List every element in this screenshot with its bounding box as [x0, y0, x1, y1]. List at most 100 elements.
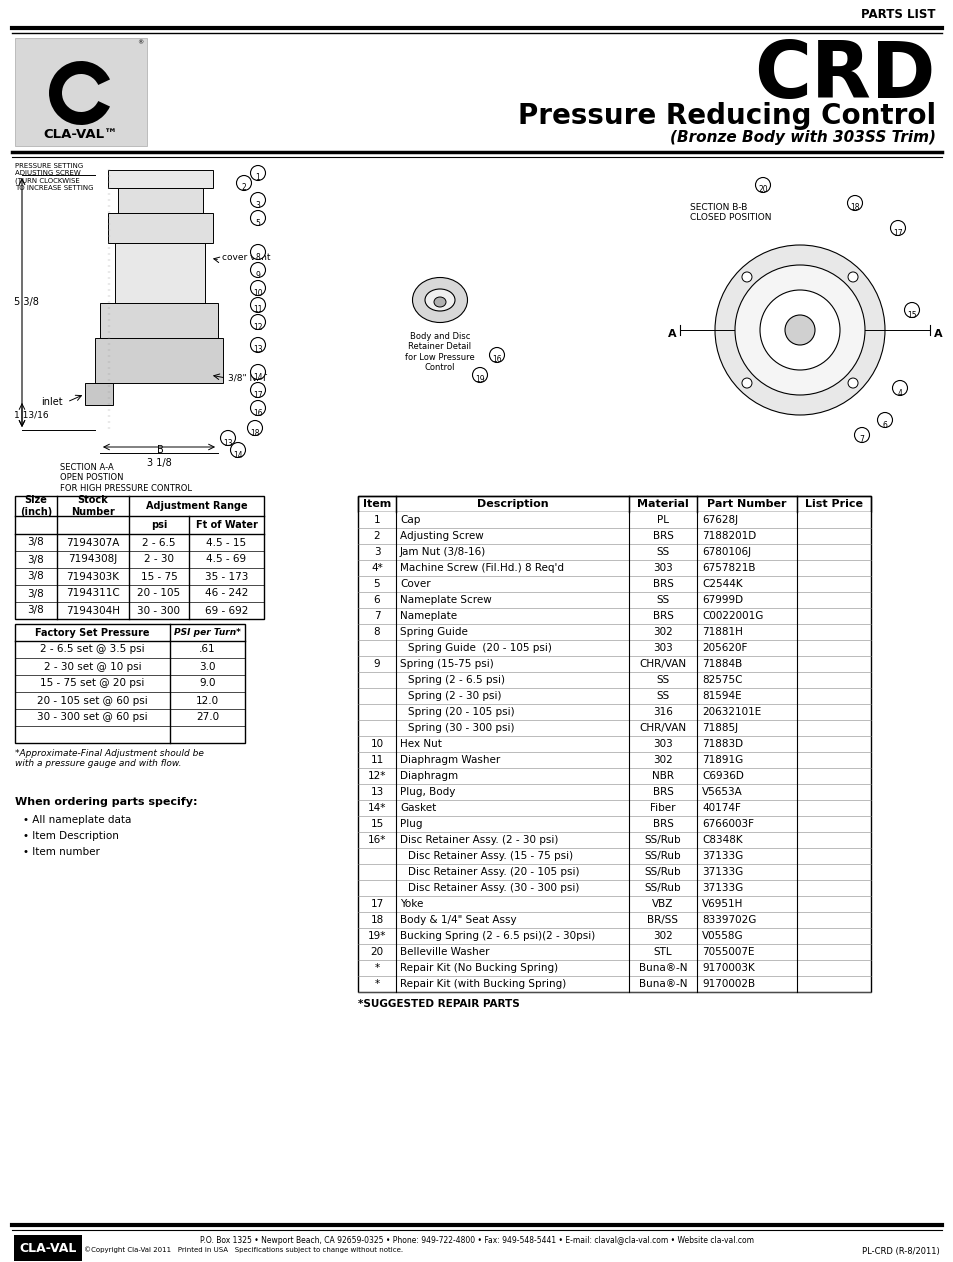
Text: 5: 5 — [374, 579, 380, 589]
Text: 37133G: 37133G — [701, 867, 742, 877]
Text: 20 - 105 set @ 60 psi: 20 - 105 set @ 60 psi — [37, 695, 148, 705]
Text: Spring Guide  (20 - 105 psi): Spring Guide (20 - 105 psi) — [408, 644, 551, 652]
Circle shape — [734, 265, 864, 395]
Bar — [357, 623, 870, 640]
Bar — [357, 656, 870, 671]
Text: BRS: BRS — [652, 579, 673, 589]
Circle shape — [847, 273, 857, 281]
Text: 302: 302 — [653, 755, 672, 765]
Bar — [357, 560, 870, 575]
Bar — [357, 864, 870, 880]
Text: 3/8: 3/8 — [28, 554, 45, 564]
Text: 303: 303 — [653, 644, 672, 652]
Text: 37133G: 37133G — [701, 883, 742, 893]
Text: 9.0: 9.0 — [199, 679, 215, 689]
Text: A: A — [933, 329, 942, 339]
Bar — [357, 512, 870, 528]
Text: 15 - 75 set @ 20 psi: 15 - 75 set @ 20 psi — [40, 679, 145, 689]
Text: *Approximate-Final Adjustment should be
with a pressure gauge and with flow.: *Approximate-Final Adjustment should be … — [15, 750, 204, 769]
Text: Belleville Washer: Belleville Washer — [399, 946, 489, 957]
Text: Material: Material — [637, 498, 688, 509]
Text: cover vent: cover vent — [222, 254, 271, 262]
Text: 9: 9 — [374, 659, 380, 669]
Text: Spring (15-75 psi): Spring (15-75 psi) — [399, 659, 494, 669]
Circle shape — [251, 245, 265, 260]
Circle shape — [903, 303, 919, 318]
Text: 16: 16 — [253, 409, 262, 418]
Text: 18: 18 — [849, 203, 859, 212]
Text: Size
(inch): Size (inch) — [20, 495, 52, 517]
Bar — [357, 671, 870, 688]
Text: 19: 19 — [475, 376, 484, 385]
Text: Spring (30 - 300 psi): Spring (30 - 300 psi) — [408, 723, 514, 733]
Text: 5 3/8: 5 3/8 — [14, 297, 39, 307]
Text: 67999D: 67999D — [701, 594, 742, 604]
Circle shape — [472, 367, 487, 382]
Text: Part Number: Part Number — [706, 498, 786, 509]
Circle shape — [251, 314, 265, 329]
Text: 6780106J: 6780106J — [701, 546, 750, 557]
Text: 7188201D: 7188201D — [701, 531, 756, 541]
Text: 7055007E: 7055007E — [701, 946, 754, 957]
Bar — [15, 623, 245, 743]
Text: 30 - 300 set @ 60 psi: 30 - 300 set @ 60 psi — [37, 713, 148, 723]
Text: 3: 3 — [255, 201, 260, 209]
Text: 1 13/16: 1 13/16 — [14, 410, 49, 419]
Text: 7194304H: 7194304H — [66, 606, 120, 616]
Text: Ft of Water: Ft of Water — [195, 520, 257, 530]
Text: C8348K: C8348K — [701, 835, 741, 846]
Text: 12: 12 — [253, 323, 262, 332]
Bar — [357, 976, 870, 992]
Circle shape — [251, 382, 265, 398]
Text: 4.5 - 69: 4.5 - 69 — [206, 554, 246, 564]
Text: 4.5 - 15: 4.5 - 15 — [206, 538, 246, 548]
Text: C6936D: C6936D — [701, 771, 743, 781]
Text: 6766003F: 6766003F — [701, 819, 753, 829]
Circle shape — [892, 381, 906, 395]
Text: Adjustment Range: Adjustment Range — [146, 501, 247, 511]
Text: *SUGGESTED REPAIR PARTS: *SUGGESTED REPAIR PARTS — [357, 1000, 519, 1010]
Text: 9: 9 — [255, 270, 260, 279]
Text: A: A — [667, 329, 676, 339]
Text: 3/8: 3/8 — [28, 588, 45, 598]
Text: 8339702G: 8339702G — [701, 915, 756, 925]
Text: C0022001G: C0022001G — [701, 611, 762, 621]
Bar — [15, 496, 264, 618]
Bar — [108, 213, 213, 244]
Text: 15: 15 — [370, 819, 383, 829]
Bar — [357, 544, 870, 560]
Text: 15: 15 — [906, 310, 916, 319]
Text: *: * — [374, 963, 379, 973]
Text: 11: 11 — [370, 755, 383, 765]
Text: SS/Rub: SS/Rub — [644, 883, 680, 893]
Circle shape — [236, 175, 252, 191]
Text: When ordering parts specify:: When ordering parts specify: — [15, 798, 197, 806]
Text: 17: 17 — [370, 899, 383, 909]
Circle shape — [854, 428, 868, 443]
Text: Plug: Plug — [399, 819, 422, 829]
Text: SS: SS — [656, 546, 669, 557]
Text: 8: 8 — [255, 252, 260, 261]
Bar — [118, 188, 203, 213]
Text: Spring Guide: Spring Guide — [399, 627, 467, 637]
Text: 35 - 173: 35 - 173 — [205, 572, 248, 582]
Circle shape — [251, 337, 265, 352]
Ellipse shape — [412, 278, 467, 323]
Text: 3: 3 — [374, 546, 380, 557]
Bar — [357, 736, 870, 752]
Circle shape — [251, 211, 265, 226]
Circle shape — [220, 430, 235, 445]
Bar — [357, 896, 870, 912]
Text: 69 - 692: 69 - 692 — [205, 606, 248, 616]
Text: 11: 11 — [253, 305, 262, 314]
Bar — [357, 640, 870, 656]
Text: SS/Rub: SS/Rub — [644, 867, 680, 877]
Text: Adjusting Screw: Adjusting Screw — [399, 531, 483, 541]
Text: BRS: BRS — [652, 819, 673, 829]
Bar — [357, 944, 870, 960]
Circle shape — [251, 165, 265, 180]
Text: 15 - 75: 15 - 75 — [140, 572, 177, 582]
Bar — [357, 880, 870, 896]
Bar — [357, 496, 870, 992]
Text: Disc Retainer Assy. (20 - 105 psi): Disc Retainer Assy. (20 - 105 psi) — [408, 867, 578, 877]
